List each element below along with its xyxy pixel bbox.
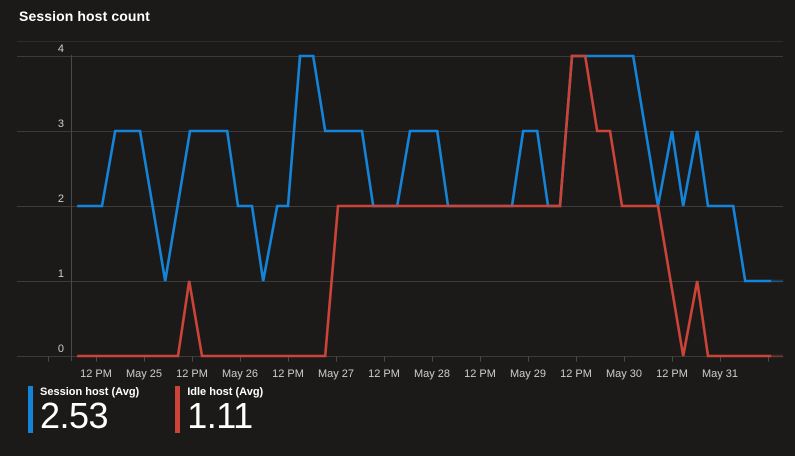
x-axis-label: 12 PM (272, 368, 304, 380)
x-axis-label: 12 PM (560, 368, 592, 380)
y-axis-label-4: 4 (58, 43, 64, 55)
x-axis-label: May 31 (702, 368, 738, 380)
x-axis-label: 12 PM (656, 368, 688, 380)
chart-legend: Session host (Avg) 2.53 Idle host (Avg) … (28, 386, 264, 436)
legend-item-idle-host[interactable]: Idle host (Avg) 1.11 (175, 386, 264, 436)
legend-label: Idle host (Avg) (187, 386, 264, 398)
series-line-idle-host[interactable] (77, 54, 772, 358)
legend-label: Session host (Avg) (40, 386, 140, 398)
x-axis-label: 12 PM (176, 368, 208, 380)
legend-item-session-host[interactable]: Session host (Avg) 2.53 (28, 386, 140, 436)
y-axis-label-1: 1 (58, 268, 64, 280)
x-axis-label: May 29 (510, 368, 546, 380)
series-line-session-host[interactable] (77, 54, 772, 283)
y-axis-label-2: 2 (58, 193, 64, 205)
x-axis-label: May 28 (414, 368, 450, 380)
x-axis-label: 12 PM (368, 368, 400, 380)
x-axis-label: May 27 (318, 368, 354, 380)
x-axis-label: 12 PM (80, 368, 112, 380)
x-axis-label: May 25 (126, 368, 162, 380)
x-axis-label: 12 PM (464, 368, 496, 380)
y-axis-label-0: 0 (58, 343, 64, 355)
x-axis-label: May 30 (606, 368, 642, 380)
x-axis-label: May 26 (222, 368, 258, 380)
y-axis-label-3: 3 (58, 118, 64, 130)
chart-title: Session host count (19, 8, 150, 24)
legend-value: 1.11 (187, 395, 253, 436)
legend-value: 2.53 (40, 395, 109, 436)
